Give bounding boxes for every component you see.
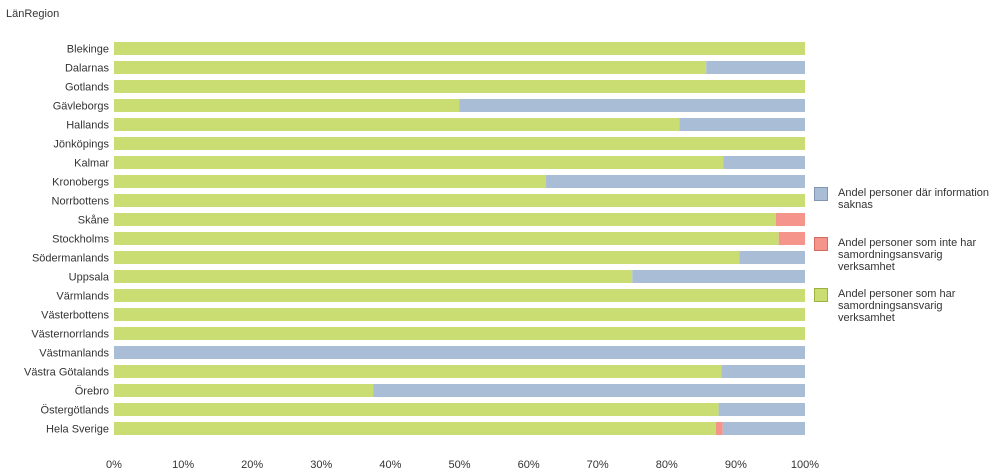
legend-label-missing: Andel personer där information saknas <box>838 187 990 211</box>
category-label: Västernorrlands <box>31 329 109 341</box>
category-label: Uppsala <box>69 272 110 284</box>
x-tick-label: 50% <box>448 459 470 471</box>
bar-segment-0-3[interactable] <box>114 99 460 112</box>
bar-segment-0-4[interactable] <box>114 118 680 131</box>
category-label: Jönköpings <box>53 139 109 151</box>
bar-segment-0-12[interactable] <box>114 270 633 283</box>
category-label: Västmanlands <box>39 348 109 360</box>
x-tick-label: 100% <box>791 459 819 471</box>
x-tick-label: 90% <box>725 459 747 471</box>
category-label: Hela Sverige <box>46 424 109 436</box>
bar-segment-1-9[interactable] <box>775 213 805 226</box>
category-label: Östergötlands <box>41 405 110 417</box>
legend-swatch-missing <box>814 187 828 201</box>
category-label: Norrbottens <box>52 196 110 208</box>
category-label: Örebro <box>75 386 109 398</box>
bar-segment-2-18[interactable] <box>373 384 805 397</box>
bar-segment-0-1[interactable] <box>114 61 707 74</box>
category-label: Dalarnas <box>65 63 110 75</box>
bar-segment-2-11[interactable] <box>739 251 805 264</box>
category-labels: Blekinge Dalarnas Gotlands Gävleborgs Hallan… <box>24 44 110 436</box>
x-tick-label: 40% <box>379 459 401 471</box>
bar-segment-0-8[interactable] <box>114 194 805 207</box>
legend-swatch-responsible <box>814 288 828 302</box>
bar-segment-0-14[interactable] <box>114 308 805 321</box>
x-tick-label: 0% <box>106 459 122 471</box>
bar-segment-0-10[interactable] <box>114 232 779 245</box>
category-label: Västerbottens <box>41 310 109 322</box>
x-tick-label: 10% <box>172 459 194 471</box>
x-tick-label: 80% <box>656 459 678 471</box>
bar-segment-0-0[interactable] <box>114 42 805 55</box>
bar-segment-2-4[interactable] <box>679 118 805 131</box>
bar-segment-1-20[interactable] <box>715 422 723 435</box>
bar-segment-0-2[interactable] <box>114 80 805 93</box>
x-tick-label: 70% <box>587 459 609 471</box>
category-label: Hallands <box>66 120 109 132</box>
bar-segment-2-12[interactable] <box>632 270 805 283</box>
category-label: Gävleborgs <box>53 101 110 113</box>
bar-segment-0-9[interactable] <box>114 213 776 226</box>
dimension-label: LänRegion <box>6 8 60 20</box>
x-tick-label: 60% <box>518 459 540 471</box>
bar-segment-2-1[interactable] <box>706 61 805 74</box>
bar-segment-0-13[interactable] <box>114 289 805 302</box>
bar-segment-2-6[interactable] <box>723 156 805 169</box>
category-label: Kalmar <box>74 158 109 170</box>
bar-segment-2-7[interactable] <box>545 175 805 188</box>
bar-segment-0-11[interactable] <box>114 251 740 264</box>
bar-segment-0-7[interactable] <box>114 175 546 188</box>
bar-segment-0-20[interactable] <box>114 422 716 435</box>
bar-segment-2-19[interactable] <box>718 403 805 416</box>
category-label: Blekinge <box>67 44 109 56</box>
category-label: Stockholms <box>52 234 109 246</box>
bar-segment-0-5[interactable] <box>114 137 805 150</box>
bar-segment-2-17[interactable] <box>721 365 805 378</box>
x-axis-ticks: 0% 10% 20% 30% 40% 50% 60% 70% 80% 90% 100% <box>106 459 819 471</box>
category-label: Värmlands <box>56 291 109 303</box>
bar-segment-0-18[interactable] <box>114 384 374 397</box>
x-tick-label: 30% <box>310 459 332 471</box>
legend-swatch-not-responsible <box>814 237 828 251</box>
category-label: Skåne <box>78 215 109 227</box>
bar-segment-2-3[interactable] <box>459 99 806 112</box>
legend-label-not-responsible: Andel personer som inte har samordningsa… <box>838 237 977 273</box>
bars-layer <box>114 42 805 435</box>
bar-segment-2-20[interactable] <box>722 422 805 435</box>
category-label: Västra Götalands <box>24 367 109 379</box>
legend-label-responsible: Andel personer som har samordningsansvar… <box>838 288 956 324</box>
bar-segment-0-15[interactable] <box>114 327 805 340</box>
bar-segment-0-6[interactable] <box>114 156 724 169</box>
category-label: Kronobergs <box>52 177 109 189</box>
category-label: Södermanlands <box>32 253 110 265</box>
category-label: Gotlands <box>65 82 110 94</box>
x-tick-label: 20% <box>241 459 263 471</box>
bar-segment-0-17[interactable] <box>114 365 722 378</box>
bar-segment-2-16[interactable] <box>114 346 805 359</box>
bar-segment-0-19[interactable] <box>114 403 719 416</box>
bar-segment-1-10[interactable] <box>778 232 805 245</box>
